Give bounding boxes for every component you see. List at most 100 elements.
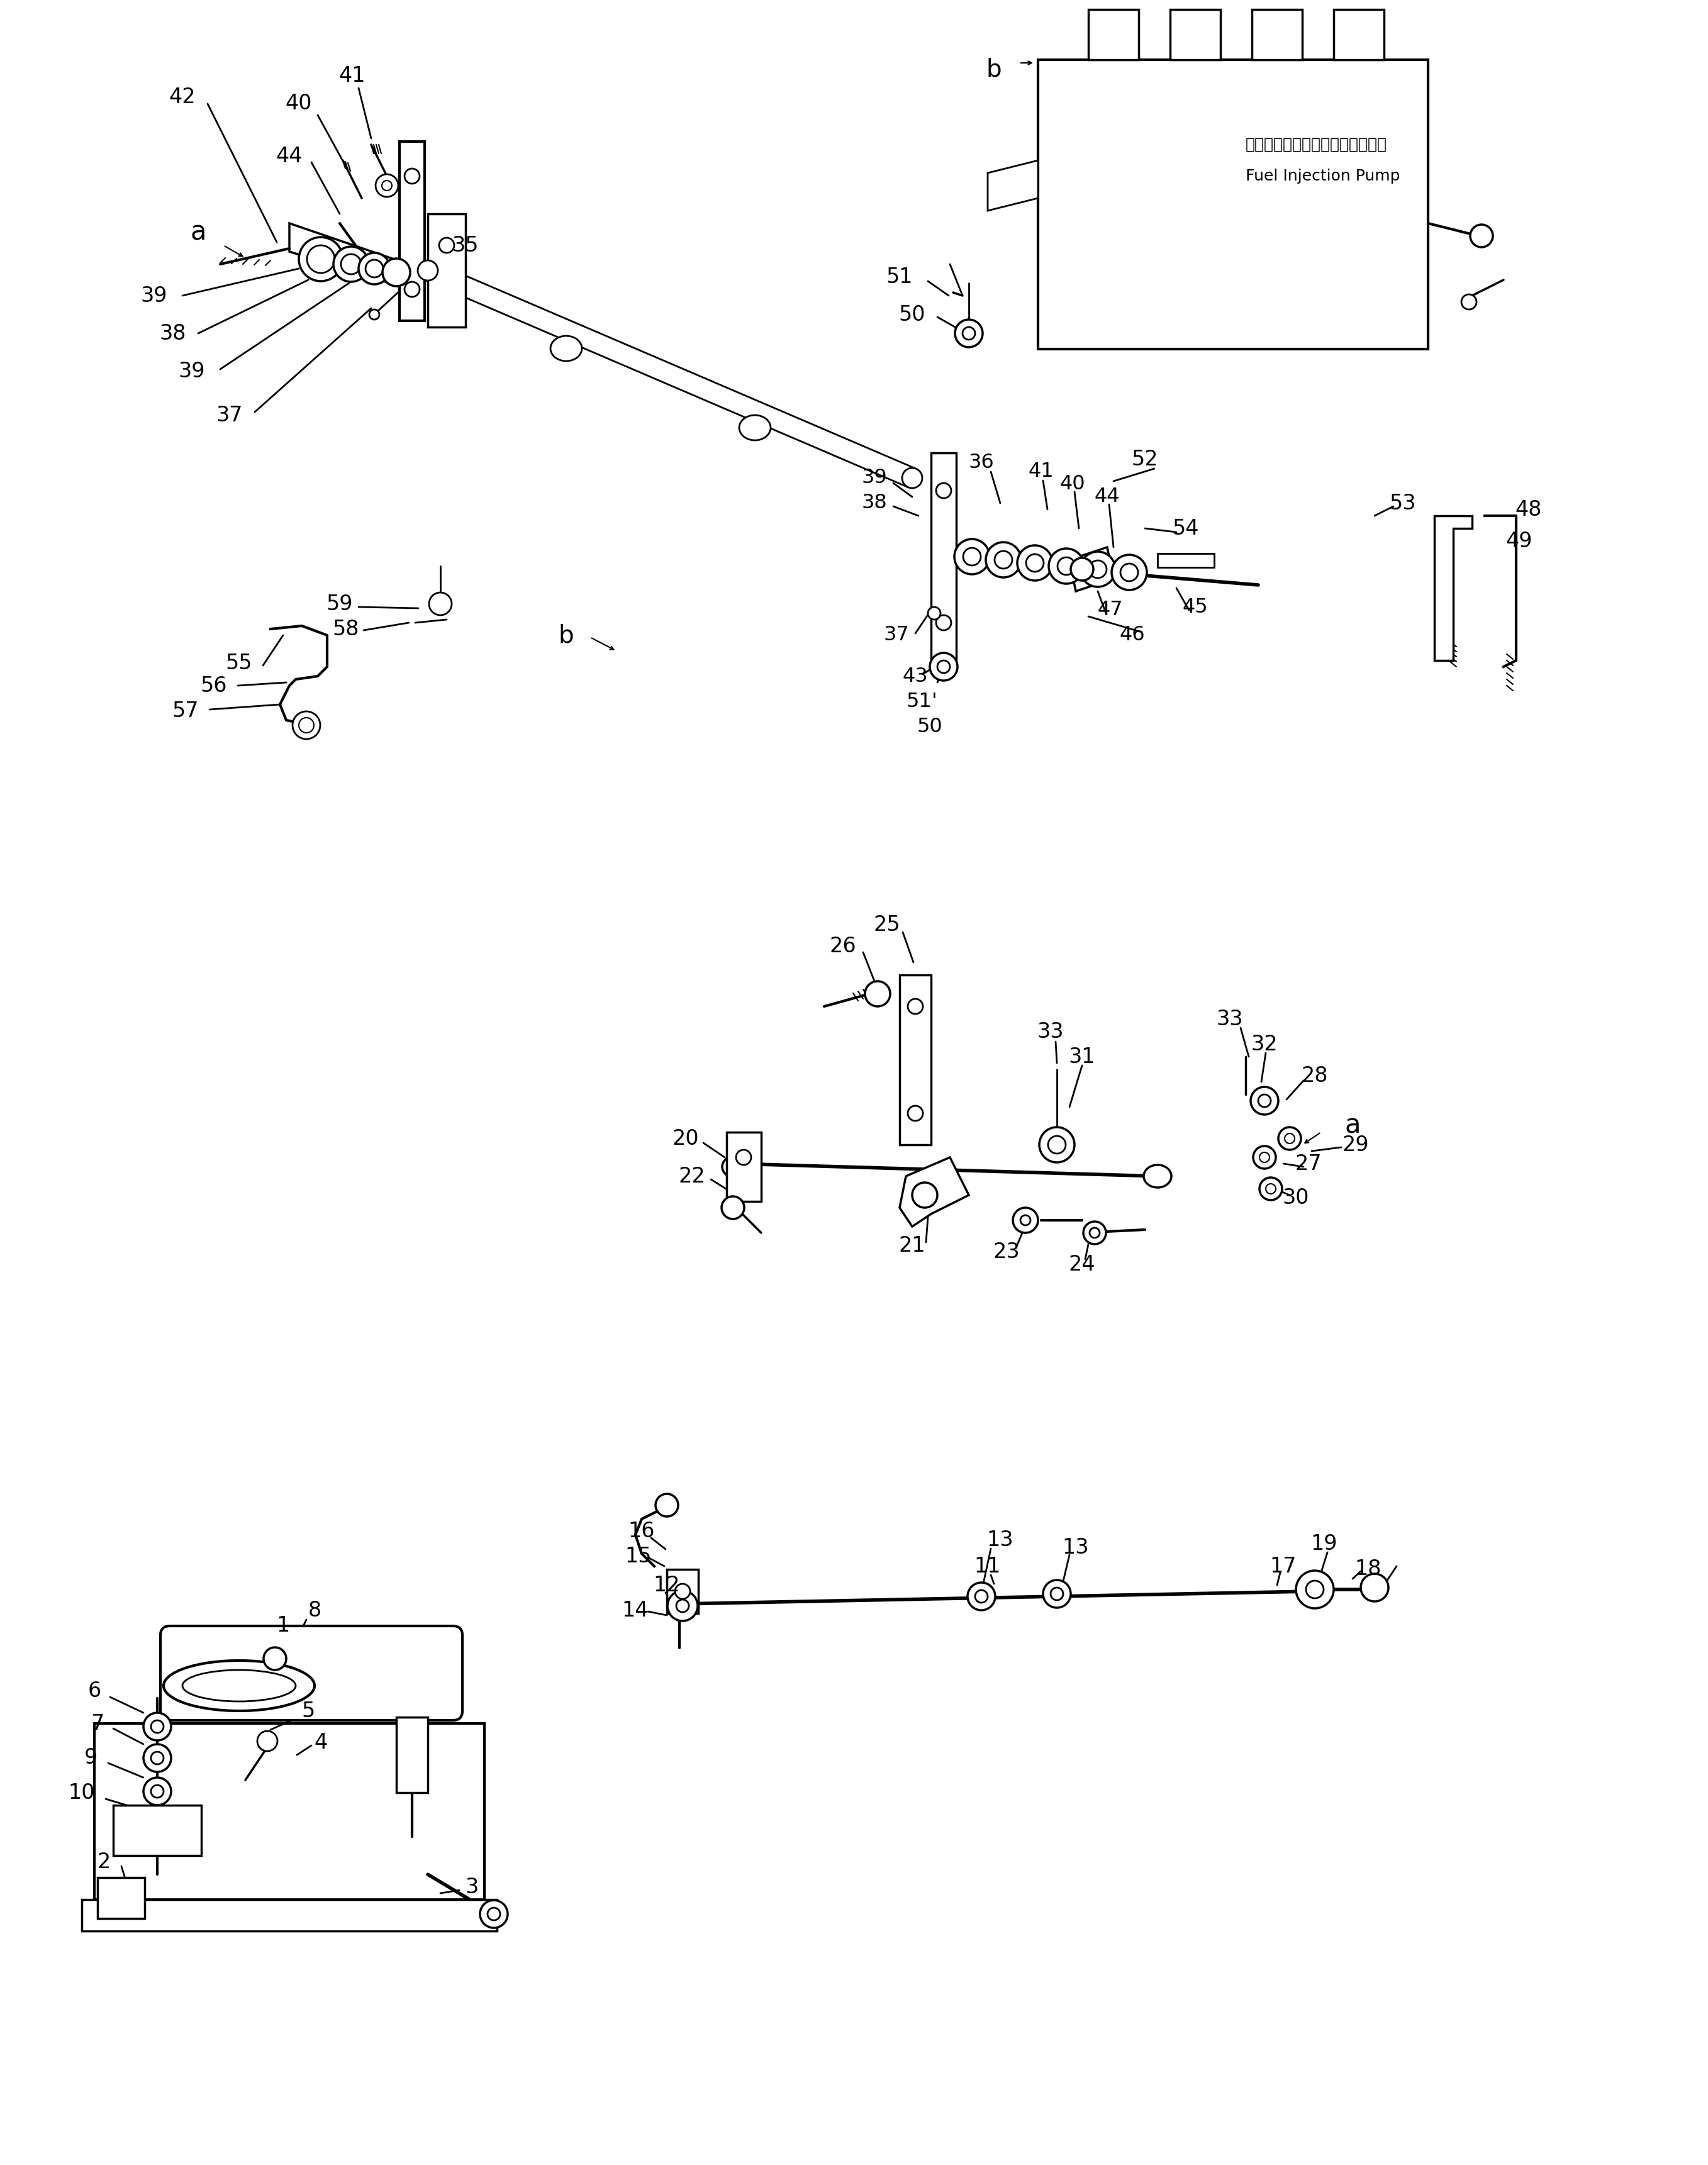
Circle shape	[1284, 1134, 1295, 1143]
Text: 49: 49	[1506, 530, 1532, 552]
Circle shape	[907, 998, 922, 1013]
Text: 1: 1	[277, 1615, 290, 1637]
Text: 4: 4	[314, 1732, 328, 1754]
Circle shape	[1307, 1580, 1324, 1598]
Text: 38: 38	[861, 494, 886, 513]
Circle shape	[439, 238, 454, 253]
Circle shape	[1278, 1128, 1301, 1150]
Circle shape	[1079, 552, 1115, 587]
Circle shape	[721, 1197, 745, 1219]
Text: 55: 55	[225, 654, 253, 673]
Circle shape	[376, 173, 398, 197]
Text: 45: 45	[1182, 598, 1208, 617]
Text: 13: 13	[1062, 1537, 1090, 1557]
Text: 7: 7	[91, 1713, 104, 1734]
Text: 28: 28	[1301, 1065, 1329, 1087]
Circle shape	[1090, 1228, 1100, 1238]
Text: 33: 33	[1216, 1009, 1243, 1028]
Circle shape	[143, 1713, 171, 1741]
Circle shape	[1044, 1580, 1071, 1609]
Ellipse shape	[164, 1661, 314, 1710]
Bar	[1170, 9, 1221, 61]
Polygon shape	[666, 1570, 699, 1613]
Circle shape	[1254, 1145, 1276, 1169]
Text: 20: 20	[673, 1128, 699, 1150]
Text: 41: 41	[1028, 461, 1054, 481]
Text: 31: 31	[1069, 1046, 1095, 1067]
Circle shape	[1259, 1152, 1269, 1163]
Ellipse shape	[1144, 1165, 1172, 1189]
Circle shape	[142, 1810, 169, 1838]
Text: 38: 38	[159, 323, 186, 344]
Circle shape	[292, 712, 319, 738]
Text: 15: 15	[625, 1546, 652, 1567]
Text: 46: 46	[1120, 626, 1144, 645]
Circle shape	[656, 1494, 678, 1516]
Circle shape	[1038, 1128, 1074, 1163]
Circle shape	[994, 552, 1013, 569]
Ellipse shape	[740, 416, 770, 439]
Text: 57: 57	[173, 701, 198, 721]
Text: a: a	[190, 219, 207, 247]
Circle shape	[487, 1907, 500, 1920]
Text: 50: 50	[898, 303, 926, 325]
Text: 52: 52	[1131, 448, 1158, 470]
Circle shape	[143, 1745, 171, 1771]
Text: b: b	[986, 56, 1001, 80]
Circle shape	[263, 1648, 287, 1669]
Circle shape	[1296, 1570, 1334, 1609]
Text: 9: 9	[84, 1747, 97, 1769]
Text: 18: 18	[1354, 1559, 1382, 1580]
Text: 36: 36	[968, 452, 994, 472]
Circle shape	[150, 1751, 164, 1764]
Text: a: a	[1344, 1113, 1361, 1139]
FancyBboxPatch shape	[161, 1626, 463, 1721]
Circle shape	[1020, 1215, 1030, 1225]
Circle shape	[150, 1721, 164, 1732]
Circle shape	[986, 541, 1021, 578]
Circle shape	[369, 310, 379, 320]
Circle shape	[366, 260, 383, 277]
Circle shape	[963, 548, 980, 565]
Text: 41: 41	[338, 65, 366, 87]
Text: 10: 10	[68, 1782, 96, 1803]
Text: 39: 39	[861, 468, 886, 487]
Text: 11: 11	[974, 1557, 1001, 1576]
Text: 2: 2	[97, 1851, 111, 1873]
Circle shape	[1471, 225, 1493, 247]
Circle shape	[143, 1777, 171, 1806]
Circle shape	[1071, 559, 1093, 580]
Circle shape	[299, 717, 314, 732]
Circle shape	[383, 180, 391, 191]
Text: 51: 51	[886, 266, 914, 288]
Polygon shape	[396, 1717, 427, 1793]
Bar	[1088, 9, 1139, 61]
Text: 24: 24	[1069, 1254, 1095, 1275]
Circle shape	[975, 1589, 987, 1602]
Bar	[1158, 554, 1214, 567]
Text: b: b	[559, 624, 574, 647]
Polygon shape	[900, 1158, 968, 1228]
Circle shape	[929, 654, 958, 680]
Text: 26: 26	[830, 935, 856, 957]
Polygon shape	[97, 1877, 145, 1918]
Circle shape	[927, 606, 941, 619]
Circle shape	[955, 539, 989, 574]
Circle shape	[405, 281, 420, 297]
Circle shape	[383, 258, 410, 286]
Text: 33: 33	[1037, 1022, 1064, 1041]
Text: 37: 37	[883, 626, 909, 645]
Circle shape	[955, 320, 982, 346]
Text: 44: 44	[1095, 487, 1120, 507]
Circle shape	[1266, 1184, 1276, 1193]
Circle shape	[429, 593, 451, 615]
Polygon shape	[427, 214, 466, 327]
Text: 27: 27	[1295, 1154, 1322, 1173]
Circle shape	[1050, 1587, 1062, 1600]
Polygon shape	[726, 1132, 762, 1202]
Circle shape	[150, 1819, 162, 1829]
Text: 50: 50	[917, 717, 943, 736]
Text: 56: 56	[200, 675, 227, 695]
Bar	[113, 1806, 202, 1855]
Text: 42: 42	[169, 87, 196, 108]
